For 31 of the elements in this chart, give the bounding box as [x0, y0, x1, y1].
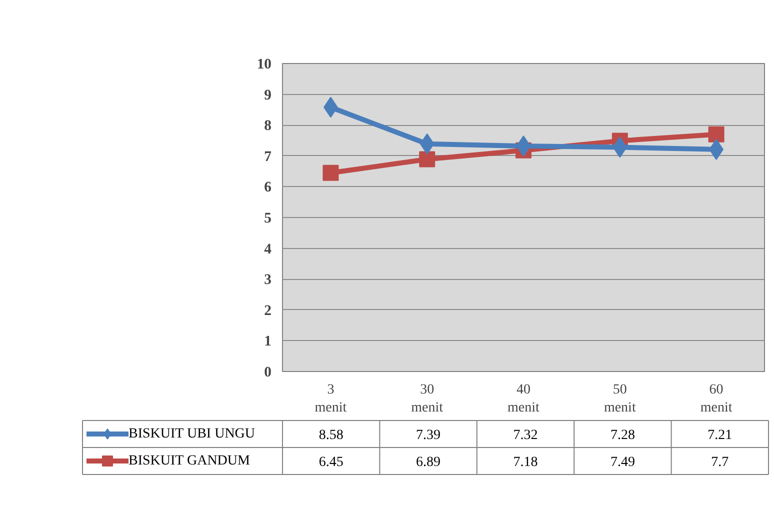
y-tick-label: 1	[264, 334, 272, 350]
legend-label: BISKUIT UBI UNGU	[128, 426, 256, 442]
y-tick-label: 3	[264, 272, 272, 288]
y-tick-label: 0	[264, 364, 272, 380]
data-label: 7.7	[711, 455, 729, 470]
data-label: 8.58	[318, 428, 344, 443]
y-tick-label: 7	[264, 148, 272, 165]
data-label: 7.32	[513, 428, 538, 443]
y-tick-label: 9	[264, 87, 272, 104]
x-tick-label: 40 menit	[508, 382, 540, 416]
point	[708, 126, 724, 142]
y-tick-label: 4	[264, 241, 272, 258]
y-tick-label: 10	[256, 56, 272, 72]
point	[419, 151, 436, 168]
point	[322, 164, 339, 181]
y-tick-label: 2	[264, 302, 272, 319]
data-label: 6.89	[416, 455, 441, 470]
legend-label: BISKUIT GANDUM	[128, 454, 251, 468]
x-tick-label: 50 menit	[604, 382, 636, 416]
data-label: 7.21	[708, 428, 732, 443]
data-label: 7.49	[610, 455, 635, 470]
data-label: 6.45	[318, 455, 344, 470]
y-tick-label: 8	[264, 118, 272, 134]
y-tick-label: 6	[264, 180, 272, 196]
data-label: 7.28	[610, 428, 635, 443]
data-label: 7.18	[513, 455, 538, 470]
data-label: 7.39	[416, 428, 441, 443]
x-tick-label: 3 menit	[314, 382, 347, 416]
x-tick-label: 30 menit	[411, 382, 444, 416]
x-tick-label: 60 menit	[700, 382, 732, 416]
y-tick-label: 5	[264, 210, 272, 226]
